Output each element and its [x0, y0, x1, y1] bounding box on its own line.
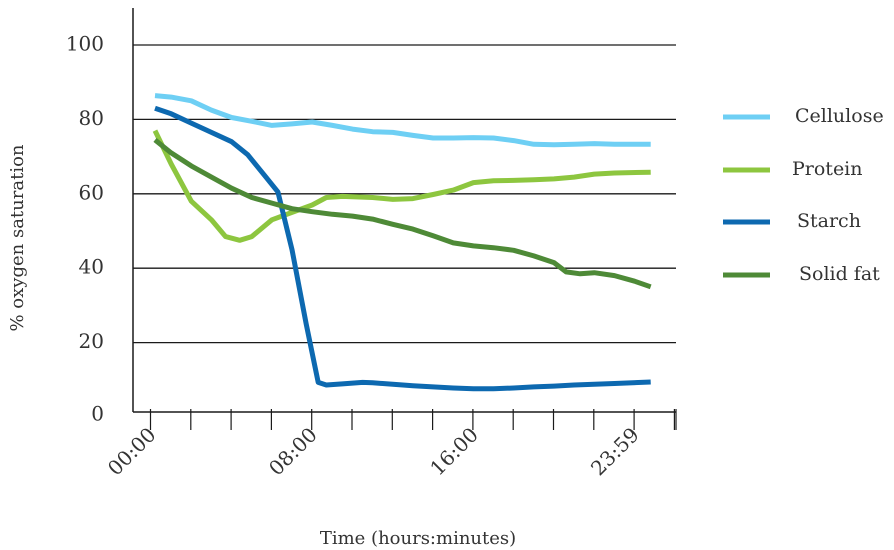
x-tick-label: 08:00	[264, 423, 322, 481]
y-tick-label: 60	[79, 180, 104, 204]
x-tick-label: 16:00	[425, 423, 483, 481]
legend: Cellulose Protein Starch Solid fat	[723, 105, 884, 285]
series-line-starch	[154, 105, 651, 392]
legend-label: Protein	[792, 158, 863, 180]
series-line-protein	[152, 129, 651, 243]
legend-label: Cellulose	[795, 105, 884, 127]
y-tick-label: 40	[79, 255, 104, 279]
x-axis-title: Time (hours:minutes)	[320, 528, 516, 549]
axes	[132, 8, 676, 413]
series-line-cellulose	[154, 93, 651, 148]
x-tick-label: 00:00	[103, 423, 161, 481]
legend-label: Solid fat	[799, 263, 880, 285]
y-tick-label: 80	[79, 106, 104, 130]
y-tick-label: 20	[79, 329, 104, 353]
y-tick-label: 0	[91, 402, 104, 426]
axis-ticks: 0 20 40 60 80 100 00:00 08:00 16:00 23:59	[66, 32, 677, 481]
series-line-solid-fat	[153, 137, 652, 290]
x-tick-label: 23:59	[586, 423, 644, 481]
gridlines	[133, 44, 676, 344]
y-axis-title: % oxygen saturation	[7, 144, 28, 331]
series-lines	[152, 93, 652, 392]
legend-label: Starch	[797, 210, 861, 232]
y-tick-label: 100	[66, 32, 104, 56]
